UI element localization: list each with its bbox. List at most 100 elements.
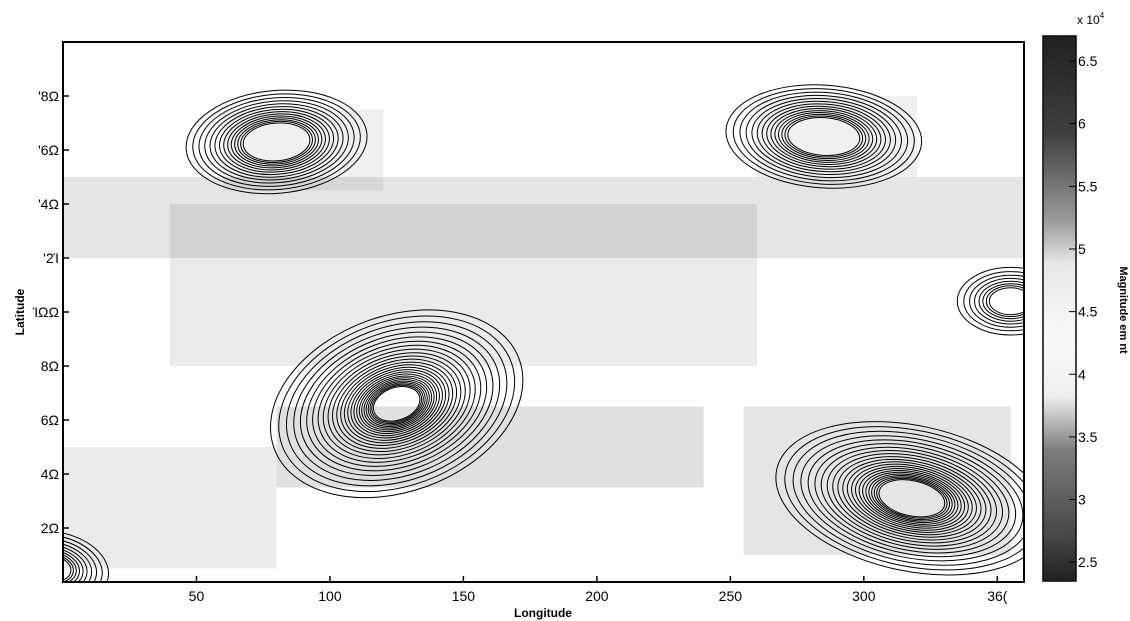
contour-line <box>873 476 950 521</box>
contour-line <box>969 274 1024 328</box>
colorbar-tick-label: 3 <box>1078 492 1086 508</box>
contour-line <box>63 550 77 582</box>
x-tick-label: 150 <box>452 588 476 604</box>
contour-line <box>63 541 93 582</box>
contour-line <box>792 430 1024 566</box>
contour-line <box>327 352 466 456</box>
y-tick-label: '6Ω <box>38 142 59 158</box>
contour-line <box>336 358 458 449</box>
contour-line <box>63 534 103 582</box>
colorbar-exponent-power: 4 <box>1100 11 1105 20</box>
colorbar-tick-label: 5.5 <box>1078 178 1098 194</box>
contour-line <box>230 115 323 169</box>
contour-line <box>214 106 339 178</box>
contour-line <box>365 380 428 427</box>
contour-line <box>198 96 355 187</box>
contour-line <box>851 463 973 533</box>
x-axis: 50 100 150 200 250 300 36( <box>189 576 1008 604</box>
colorbar-tick-label: 3.5 <box>1078 429 1098 445</box>
contour-line <box>862 470 962 527</box>
contour-line <box>832 453 992 544</box>
shaded-region <box>743 406 1011 555</box>
x-tick-label: 100 <box>318 588 342 604</box>
contour-line <box>223 111 330 173</box>
contour-line <box>234 117 319 167</box>
contour-line <box>219 108 335 176</box>
contour-line <box>237 119 316 165</box>
contour-line <box>846 461 977 536</box>
x-axis-label: Longitude <box>514 606 572 620</box>
x-tick-label: 36( <box>987 588 1008 604</box>
contour-line <box>63 546 84 582</box>
contour-line <box>800 435 1024 562</box>
contour-line <box>350 369 443 439</box>
contour-line <box>770 108 878 165</box>
contour-line <box>63 530 110 582</box>
contour-line <box>761 103 886 170</box>
contour-line <box>227 113 326 171</box>
field-shading <box>63 96 1024 569</box>
contour-line <box>285 321 508 487</box>
contour-line <box>356 373 438 434</box>
contour-line <box>956 266 1024 336</box>
x-tick-label: 50 <box>189 588 205 604</box>
contour-line <box>751 97 897 176</box>
contour-line <box>358 375 435 433</box>
contour-line <box>209 103 344 181</box>
contour-line <box>63 554 72 582</box>
contour-line <box>775 421 1024 576</box>
y-tick-label: 4Ω <box>41 466 59 482</box>
contour-line <box>353 371 440 437</box>
contour-line <box>985 285 1024 318</box>
contour-line <box>367 382 426 426</box>
colorbar-tick-label: 5 <box>1078 241 1086 257</box>
y-tick-label: 2Ω <box>41 520 59 536</box>
contour-line <box>371 384 423 423</box>
colorbar-label: Magnitude em nt <box>1117 266 1129 354</box>
contour-line <box>192 93 361 191</box>
contour-line <box>293 326 501 481</box>
contour-line <box>312 340 482 467</box>
colorbar-tick-label: 6 <box>1078 116 1086 132</box>
x-tick-label: 200 <box>585 588 609 604</box>
contour-line <box>774 110 874 163</box>
colorbar-tick-label: 6.5 <box>1078 53 1098 69</box>
contour-line <box>347 366 447 441</box>
colorbar-tick-label: 4.5 <box>1078 304 1098 320</box>
contour-line <box>185 89 368 195</box>
contour-line <box>270 309 524 499</box>
contour-line <box>868 473 956 524</box>
x-tick-label: 300 <box>852 588 876 604</box>
contour-line <box>63 548 80 582</box>
contour-line <box>756 100 891 173</box>
colorbar-ticks: 2.5 3 3.5 4 4.5 5 5.5 6 6.5 <box>1069 53 1098 570</box>
contour-line <box>332 355 462 453</box>
contour-line <box>963 271 1024 332</box>
contour-line <box>63 543 88 582</box>
y-axis-label: Latitude <box>13 288 27 335</box>
shaded-region <box>63 447 277 569</box>
contour-line <box>871 475 953 522</box>
y-tick-label: 8Ω <box>41 358 59 374</box>
colorbar-tick-label: 2.5 <box>1078 554 1098 570</box>
contour-line <box>837 456 987 541</box>
contour-line <box>63 537 98 582</box>
contour-line <box>784 426 1024 571</box>
colorbar-texture <box>1043 36 1076 581</box>
contour-line <box>745 94 902 179</box>
plot-area <box>62 41 1025 583</box>
y-tick-label: ΊΩΩ <box>32 304 59 320</box>
contour-line <box>974 277 1024 325</box>
contour-line <box>876 477 948 519</box>
contour-line <box>317 344 476 463</box>
colorbar-tick-label: 4 <box>1078 366 1086 382</box>
contour-line <box>343 364 450 444</box>
colorbar: 2.533.544.555.566.5 x 104 Magnitude em n… <box>1042 11 1129 582</box>
contour-line <box>204 100 349 184</box>
contour-line <box>982 283 1024 320</box>
contour-line <box>299 331 494 476</box>
contour-line <box>739 91 909 182</box>
contour-line <box>842 458 982 538</box>
contour-line <box>807 439 1017 558</box>
